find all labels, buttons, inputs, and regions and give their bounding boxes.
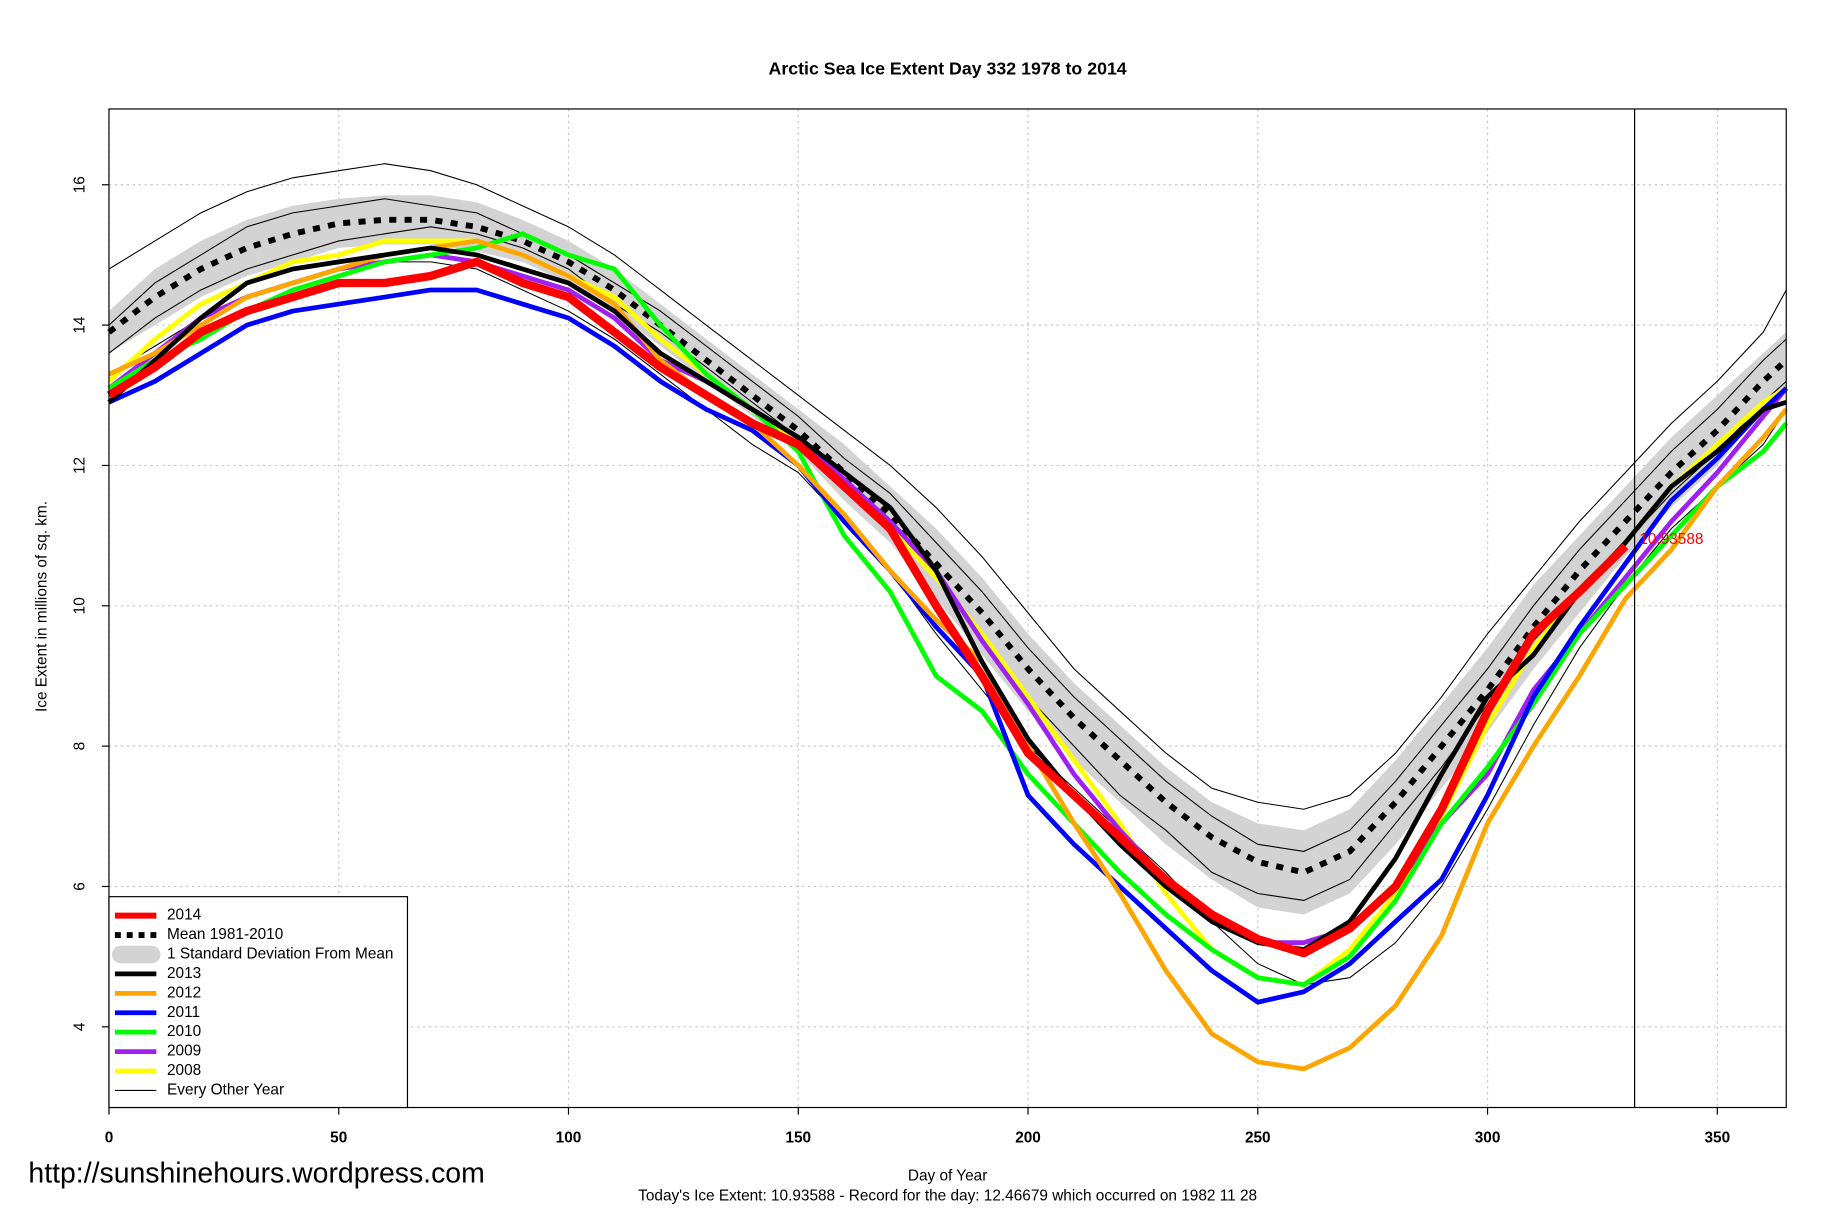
y-tick-label: 14 <box>72 316 89 334</box>
x-tick-label: 350 <box>1704 1129 1730 1146</box>
plot-area <box>106 163 1789 1072</box>
x-tick-label: 150 <box>785 1129 811 1146</box>
legend-label: 2008 <box>167 1062 201 1079</box>
x-tick-label: 300 <box>1475 1129 1501 1146</box>
year-line <box>108 163 1787 810</box>
y-tick-label: 16 <box>72 176 89 193</box>
legend-label: Mean 1981-2010 <box>167 926 283 943</box>
x-tick-label: 250 <box>1245 1129 1271 1146</box>
y-axis-label: Ice Extent in millions of sq. km. <box>34 501 51 712</box>
source-url: http://sunshinehours.wordpress.com <box>28 1158 484 1190</box>
y-tick-label: 8 <box>72 742 89 751</box>
series-line <box>106 257 1629 958</box>
legend-label: 2012 <box>167 984 201 1001</box>
y-tick-label: 4 <box>72 1022 89 1031</box>
plot-frame <box>108 108 1787 1109</box>
y-tick-label: 12 <box>72 457 89 474</box>
y-tick-label: 6 <box>72 882 89 891</box>
x-tick-label: 100 <box>556 1129 582 1146</box>
x-axis-label: Day of Year <box>908 1167 987 1184</box>
series-line <box>107 245 1787 952</box>
annotation: 10.93588 <box>1639 531 1703 548</box>
legend-label: 2009 <box>167 1043 201 1060</box>
legend-label: 2010 <box>167 1023 201 1040</box>
legend-label: 1 Standard Deviation From Mean <box>167 946 393 963</box>
legend-label: 2013 <box>167 965 201 982</box>
y-tick-label: 10 <box>72 597 89 614</box>
x-tick-label: 200 <box>1015 1129 1041 1146</box>
legend-label: 2011 <box>167 1004 200 1021</box>
legend: 2014 Mean 1981-2010 1 Standard Deviation F… <box>108 896 409 1109</box>
x-tick-label: 0 <box>105 1129 114 1146</box>
legend-box <box>108 896 409 1109</box>
footer: Today's Ice Extent: 10.93588 - Record fo… <box>638 1187 1257 1204</box>
series-line <box>107 216 1789 876</box>
x-tick-label: 50 <box>330 1129 347 1146</box>
legend-label: 2014 <box>167 907 202 924</box>
chart-title: Arctic Sea Ice Extent Day 332 1978 to 20… <box>769 59 1127 79</box>
series-line <box>108 287 1788 1005</box>
legend-label: Every Other Year <box>167 1082 284 1099</box>
year-line <box>108 198 1787 852</box>
